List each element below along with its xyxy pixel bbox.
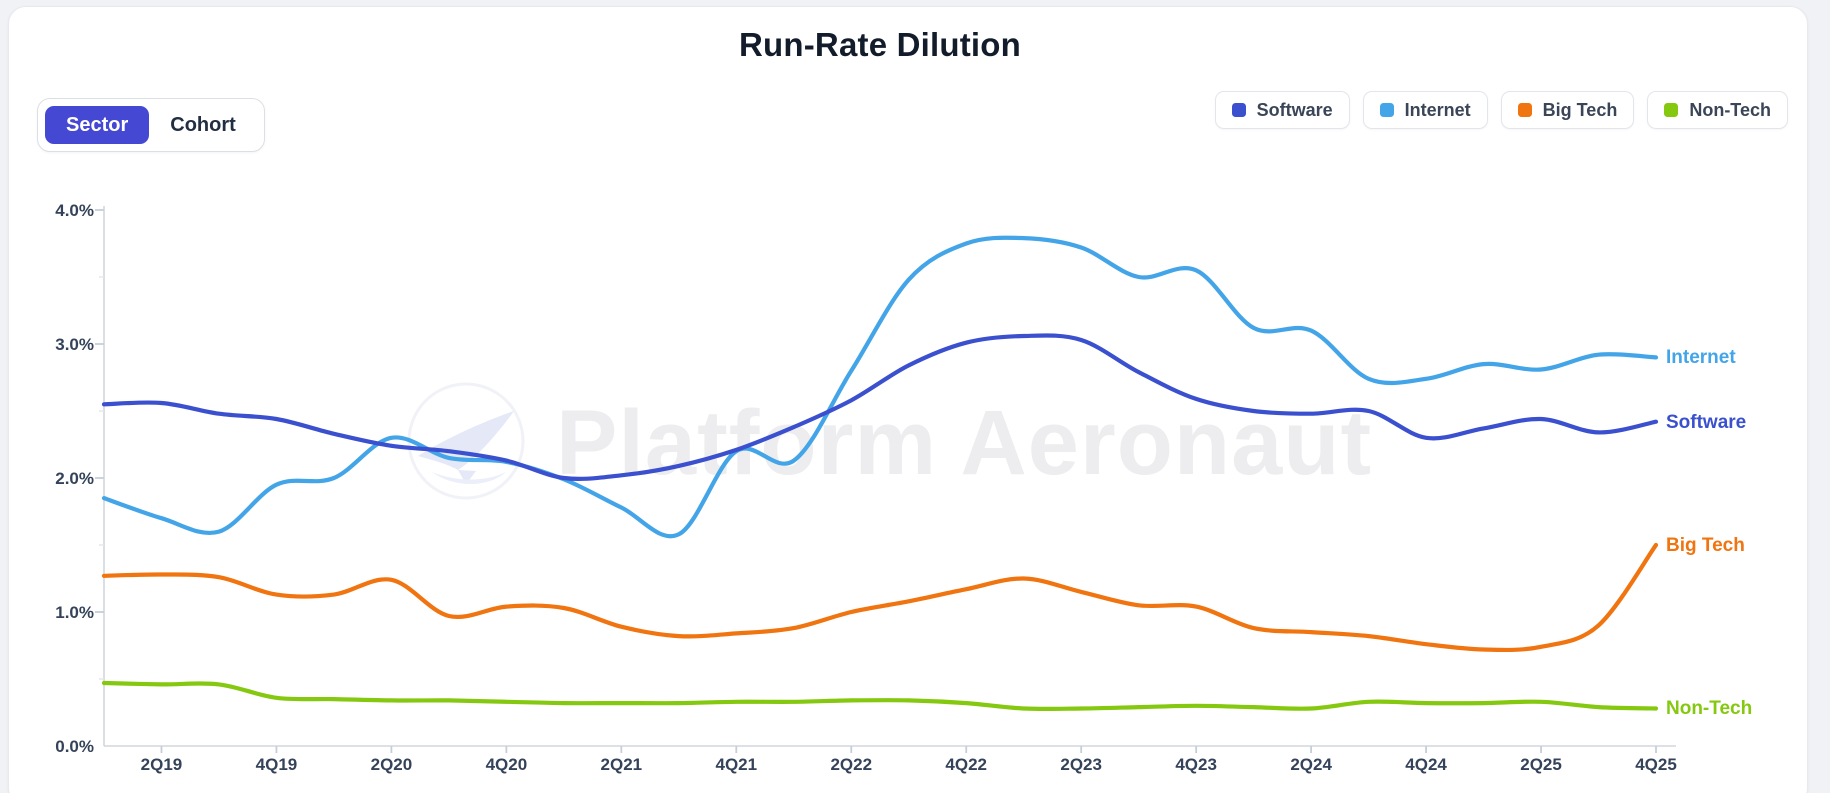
watermark: Platform Aeronaut <box>407 382 1372 500</box>
legend-item-big-tech[interactable]: Big Tech <box>1500 91 1635 129</box>
x-tick-label: 4Q24 <box>1405 755 1447 774</box>
legend-swatch-icon <box>1517 103 1532 117</box>
chart-title: Run-Rate Dilution <box>738 26 1022 63</box>
x-tick-label: 2Q22 <box>830 755 873 774</box>
x-tick-label: 2Q19 <box>140 755 183 774</box>
legend-label: Software <box>1256 100 1333 120</box>
y-tick-label: 3.0% <box>55 335 94 354</box>
y-tick-label: 0.0% <box>55 737 94 756</box>
x-tick-label: 2Q25 <box>1520 755 1562 774</box>
axes <box>95 206 1676 753</box>
x-tick-label: 4Q20 <box>485 755 528 774</box>
series-line-non-tech[interactable] <box>101 680 1659 712</box>
series-line-software[interactable] <box>101 333 1659 482</box>
legend-label: Non-Tech <box>1689 100 1771 120</box>
legend-swatch-icon <box>1379 103 1394 117</box>
series-end-label-software: Software <box>1666 411 1747 433</box>
chart-card <box>8 6 1808 793</box>
legend-item-software[interactable]: Software <box>1214 91 1350 129</box>
legend-label: Big Tech <box>1542 100 1618 120</box>
x-tick-label: 2Q24 <box>1290 755 1332 774</box>
y-tick-label: 2.0% <box>55 469 94 488</box>
legend-item-non-tech[interactable]: Non-Tech <box>1647 91 1788 129</box>
y-tick-label: 4.0% <box>55 201 94 220</box>
x-tick-label: 2Q20 <box>370 755 413 774</box>
series-end-label-internet: Internet <box>1666 347 1736 369</box>
x-tick-label: 4Q19 <box>255 755 298 774</box>
series-end-label-big-tech: Big Tech <box>1666 535 1745 556</box>
toggle-cohort-button[interactable]: Cohort <box>149 106 257 144</box>
x-tick-label: 4Q23 <box>1175 755 1217 774</box>
legend-swatch-icon <box>1231 103 1246 117</box>
toggle-sector-button[interactable]: Sector <box>45 106 150 144</box>
series-line-big-tech[interactable] <box>101 542 1659 653</box>
x-tick-label: 2Q23 <box>1060 755 1102 774</box>
series-lines <box>101 235 1659 712</box>
chart-legend: Software Internet Big Tech Non-Tech <box>1214 91 1788 129</box>
x-tick-label: 4Q21 <box>715 755 758 774</box>
watermark-text: Platform Aeronaut <box>556 392 1372 494</box>
legend-label: Internet <box>1404 100 1471 120</box>
legend-swatch-icon <box>1664 103 1679 117</box>
x-tick-label: 2Q21 <box>600 755 643 774</box>
view-toggle: Sector Cohort <box>37 98 265 152</box>
x-tick-label: 4Q22 <box>945 755 988 774</box>
legend-item-internet[interactable]: Internet <box>1362 91 1488 129</box>
y-tick-label: 1.0% <box>55 603 94 622</box>
x-tick-label: 4Q25 <box>1635 755 1677 774</box>
series-end-label-non-tech: Non-Tech <box>1666 698 1753 720</box>
